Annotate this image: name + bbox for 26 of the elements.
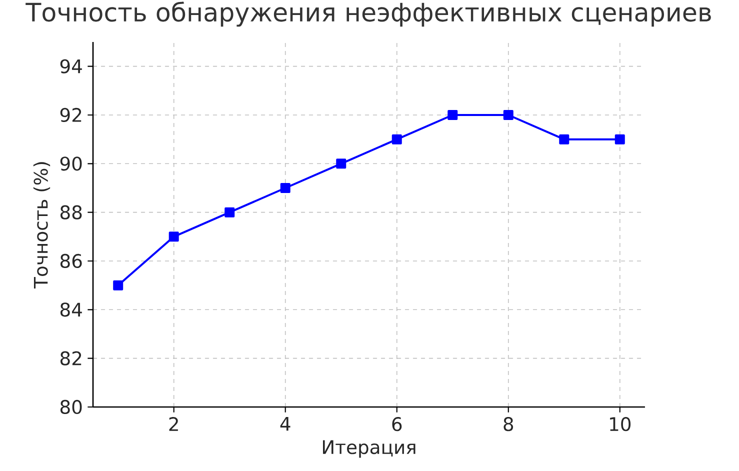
y-tick-label: 94 [60,59,82,74]
y-tick-label: 90 [60,156,82,171]
point [224,207,235,218]
y-tick-label: 80 [60,400,82,414]
x-tick-label: 4 [280,417,290,431]
point [392,134,402,144]
y-tick-label: 86 [60,254,82,268]
y-tick-label: 88 [60,205,82,220]
x-tick-label: 2 [169,417,178,431]
point [503,110,514,120]
point [559,134,570,144]
point [280,182,290,193]
y-tick-label: 92 [60,108,82,122]
x-tick-label: 10 [610,417,631,432]
y-tick-label: 82 [60,351,82,366]
y-axis-title: Точность (%) [33,162,50,288]
y-tick-label: 84 [60,302,82,317]
x-tick-label: 6 [392,417,402,432]
point [113,280,124,290]
x-axis-title: Итерация [322,440,416,458]
chart-title: Точность обнаружения неэффективных сценариев [26,2,711,27]
x-tick-label: 8 [504,417,514,432]
point [336,158,346,169]
point [448,110,458,120]
point [168,232,179,242]
point [614,134,625,144]
